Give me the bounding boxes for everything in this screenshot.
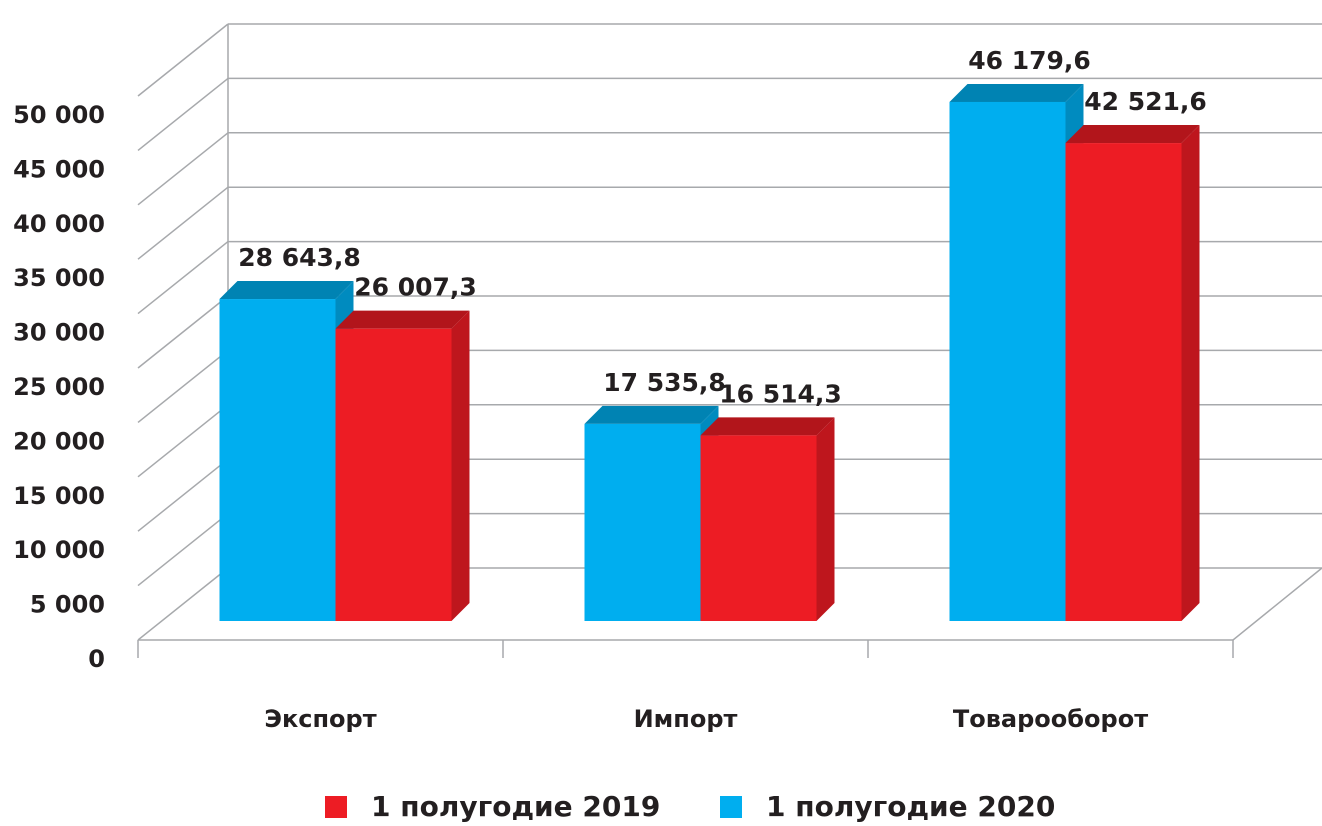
bar-top — [1065, 125, 1200, 144]
bar — [335, 328, 452, 621]
grid-line-side — [137, 186, 229, 260]
value-label: 42 521,6 — [1084, 87, 1207, 116]
value-label: 16 514,3 — [719, 379, 842, 408]
y-tick-label: 20 000 — [13, 427, 105, 455]
y-tick-label: 25 000 — [13, 373, 105, 401]
bar — [584, 423, 701, 621]
value-label: 46 179,6 — [968, 46, 1091, 75]
y-tick-label: 40 000 — [13, 210, 105, 238]
bar-top — [584, 405, 719, 424]
grid-line-side — [137, 295, 229, 369]
bar-side — [816, 417, 835, 621]
value-label: 28 643,8 — [238, 243, 361, 272]
bar-top — [700, 417, 835, 436]
grid-line-side — [137, 458, 229, 532]
grid-line-side — [137, 77, 229, 151]
bar-top — [949, 83, 1084, 102]
y-tick-label: 45 000 — [13, 155, 105, 183]
x-tick-label: Экспорт — [264, 705, 376, 733]
grid-line-side — [137, 23, 229, 97]
y-tick-label: 35 000 — [13, 264, 105, 292]
value-label: 17 535,8 — [603, 368, 726, 397]
legend-swatch — [325, 796, 347, 818]
legend-label: 1 полугодие 2020 — [766, 790, 1055, 823]
y-tick-label: 0 — [88, 645, 105, 673]
floor-right — [1232, 567, 1322, 641]
grid-line-side — [137, 404, 229, 478]
grid-line-side — [137, 513, 229, 587]
bar — [700, 435, 817, 621]
grid-line-side — [137, 349, 229, 423]
legend-swatch — [720, 796, 742, 818]
grid-line-side — [137, 132, 229, 206]
bar-side — [1181, 125, 1200, 621]
grid-line-side — [137, 567, 229, 641]
y-tick-label: 5 000 — [30, 591, 105, 619]
x-tick-label: Импорт — [634, 705, 738, 733]
bar — [1065, 143, 1182, 621]
bar-side — [451, 310, 470, 621]
bar — [219, 299, 336, 621]
y-tick-label: 15 000 — [13, 482, 105, 510]
y-tick-label: 10 000 — [13, 536, 105, 564]
y-tick-label: 30 000 — [13, 319, 105, 347]
legend-label: 1 полугодие 2019 — [371, 790, 660, 823]
bar — [949, 101, 1066, 622]
x-tick-label: Товарооборот — [953, 705, 1148, 733]
grid-line-side — [137, 241, 229, 315]
value-label: 26 007,3 — [354, 273, 477, 302]
bar-top — [335, 310, 470, 329]
y-tick-label: 50 000 — [13, 101, 105, 129]
bar-top — [219, 281, 354, 300]
